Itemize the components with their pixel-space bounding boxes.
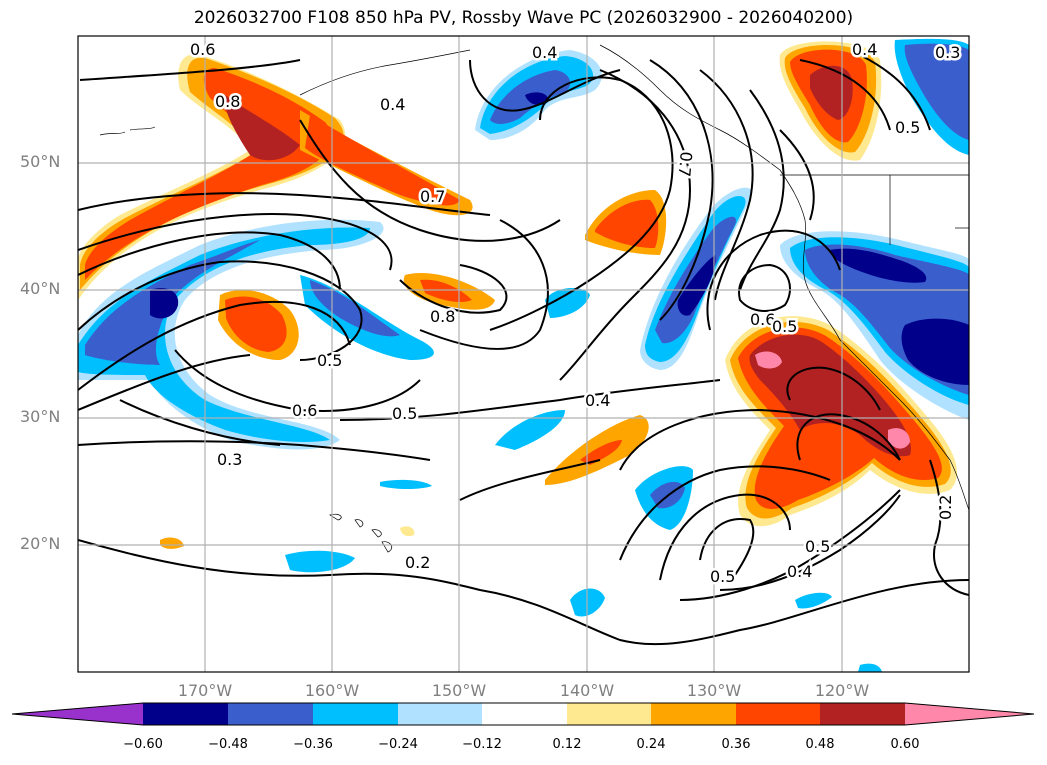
contour-label: 0.5 — [317, 351, 342, 370]
contour-label: 0.2 — [936, 495, 955, 520]
colorbar — [11, 702, 1035, 726]
contour-label: 0.3 — [935, 43, 960, 62]
colorbar-tick: 0.60 — [890, 737, 920, 752]
gridlines — [78, 36, 969, 672]
shading-layer — [78, 36, 969, 672]
lon-label: 120°W — [814, 681, 870, 700]
contour-label: 0.2 — [405, 553, 430, 572]
colorbar-segment — [228, 703, 313, 725]
colorbar-segment — [736, 703, 820, 725]
colorbar-tick: 0.12 — [552, 737, 582, 752]
contour-label: 0.6 — [292, 401, 317, 420]
lat-label: 40°N — [20, 279, 61, 298]
colorbar-lower-extension — [12, 703, 143, 725]
colorbar-tick: −0.24 — [378, 737, 418, 752]
contour-label: 0.3 — [217, 450, 242, 469]
contour-label: 0.5 — [895, 118, 920, 137]
colorbar-tick: −0.36 — [293, 737, 333, 752]
lat-label: 30°N — [20, 407, 61, 426]
contour-label: 0.4 — [787, 562, 812, 581]
colorbar-tick: 0.36 — [721, 737, 751, 752]
colorbar-segment — [820, 703, 905, 725]
contour-label: 0.4 — [852, 40, 877, 59]
contour-label: 0.4 — [380, 95, 405, 114]
lon-label: 130°W — [686, 681, 742, 700]
colorbar-segment — [143, 703, 228, 725]
map-title: 2026032700 F108 850 hPa PV, Rossby Wave … — [193, 8, 854, 28]
contour-label: 0.4 — [585, 391, 610, 410]
contour-label: 0.6 — [750, 310, 775, 329]
colorbar-tick: −0.12 — [462, 737, 502, 752]
colorbar-segment — [313, 703, 398, 725]
lat-label: 50°N — [20, 152, 61, 171]
lon-label: 150°W — [431, 681, 487, 700]
contour-label: 0.5 — [772, 317, 797, 336]
contour-label: 0.6 — [190, 40, 215, 59]
contour-label: 0.7 — [420, 187, 445, 206]
contour-label: 0.8 — [215, 92, 240, 111]
colorbar-segment — [651, 703, 736, 725]
colorbar-segment — [567, 703, 651, 725]
contour-layer — [78, 54, 969, 646]
contour-label: 0.5 — [710, 567, 735, 586]
colorbar-segment — [398, 703, 482, 725]
coastline-layer — [99, 44, 969, 553]
lat-label: 20°N — [20, 534, 61, 553]
contour-label: 0.4 — [532, 43, 557, 62]
map-frame — [77, 35, 970, 673]
contour-label: 0.8 — [430, 307, 455, 326]
colorbar-tick: 0.24 — [636, 737, 666, 752]
contour-label: 0.5 — [392, 404, 417, 423]
colorbar-tick: −0.48 — [208, 737, 248, 752]
lon-label: 160°W — [304, 681, 360, 700]
contour-label: 0.7 — [675, 151, 696, 178]
lon-label: 140°W — [559, 681, 615, 700]
contour-label: 0.5 — [805, 537, 830, 556]
colorbar-tick: 0.48 — [805, 737, 835, 752]
colorbar-segment — [482, 703, 567, 725]
colorbar-tick: −0.60 — [123, 737, 163, 752]
lon-label: 170°W — [177, 681, 233, 700]
negative-anomaly-west — [78, 219, 384, 450]
contour-label-layer: 0.6 0.8 0.4 0.4 0.4 0.3 0.5 0.7 0.7 0.8 … — [188, 38, 963, 589]
colorbar-upper-extension — [905, 703, 1034, 725]
